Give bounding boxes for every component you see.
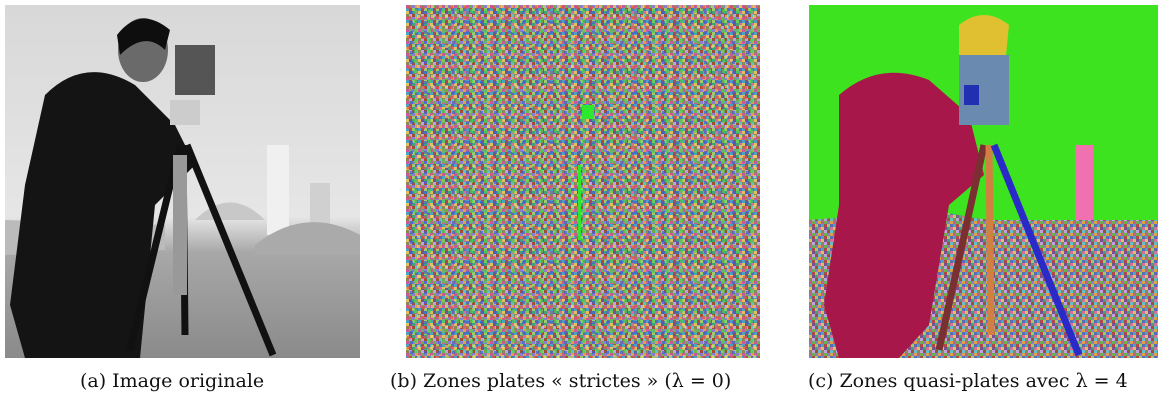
- caption-text: Zones quasi-plates avec λ = 4: [839, 370, 1127, 392]
- caption-label: (a): [80, 370, 106, 392]
- caption-label: (c): [808, 370, 833, 392]
- caption-text: Zones plates « strictes » (λ = 0): [423, 370, 731, 392]
- caption-label: (b): [390, 370, 417, 392]
- strict-flat-zones-image: [406, 5, 760, 358]
- figure: (a) Image originale (b) Zones plates « str…: [0, 0, 1161, 402]
- caption: (b) Zones plates « strictes » (λ = 0): [390, 370, 737, 392]
- caption-text: Image originale: [112, 370, 264, 392]
- original-image: [5, 5, 360, 358]
- quasi-flat-zones-image: [809, 5, 1158, 358]
- caption: (a) Image originale: [80, 370, 270, 392]
- caption: (c) Zones quasi-plates avec λ = 4: [808, 370, 1134, 392]
